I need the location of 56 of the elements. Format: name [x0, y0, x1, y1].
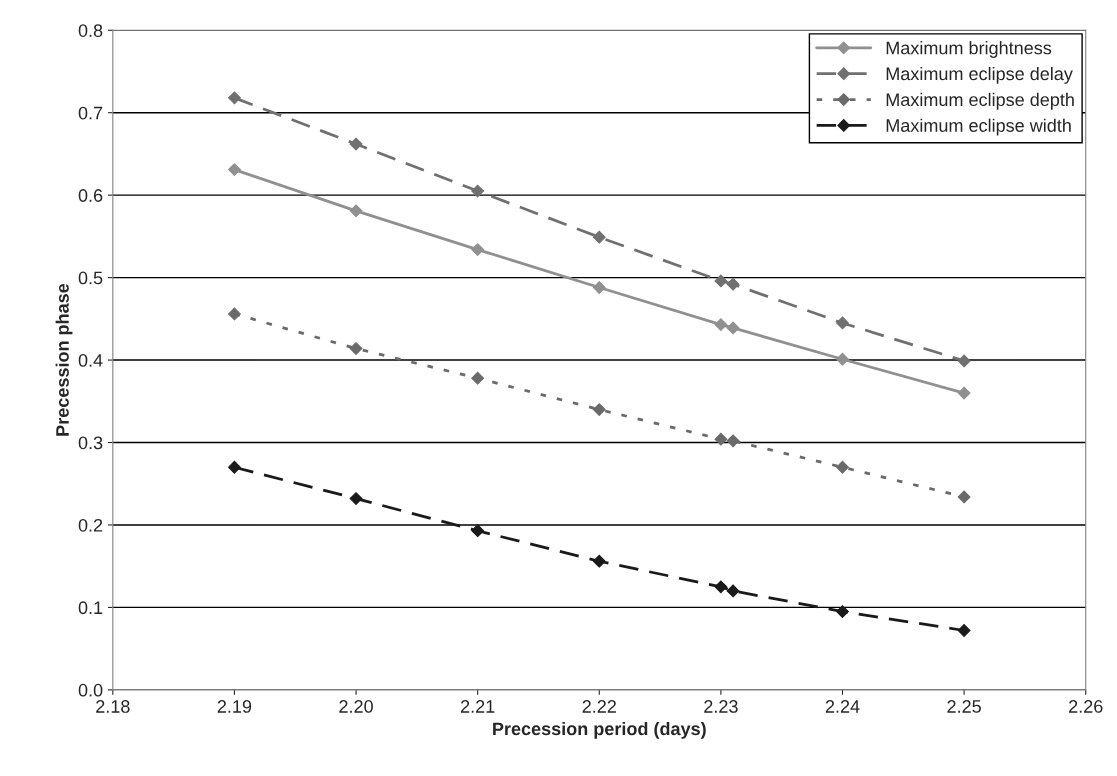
y-tick-label: 0.1 — [78, 601, 103, 615]
point — [726, 277, 740, 291]
point — [726, 434, 740, 448]
point — [592, 403, 606, 416]
point — [836, 605, 849, 618]
point — [714, 318, 728, 332]
y-tick-label: 0.7 — [78, 106, 103, 120]
point — [836, 316, 849, 330]
point — [471, 524, 485, 538]
point — [714, 580, 728, 594]
point — [349, 492, 363, 505]
point — [228, 460, 241, 474]
y-tick-label: 0.8 — [78, 24, 103, 37]
point — [592, 554, 606, 568]
point — [726, 584, 740, 598]
point — [349, 137, 363, 151]
point — [228, 91, 241, 105]
point — [471, 243, 485, 256]
point — [957, 490, 971, 504]
legend-label: Maximum eclipse depth — [886, 92, 1074, 110]
y-tick-label: 0.0 — [78, 683, 103, 697]
x-tick-label: 2.26 — [1069, 700, 1103, 713]
point — [714, 274, 728, 288]
x-tick-label: 2.19 — [217, 700, 252, 713]
point — [349, 342, 363, 355]
point — [957, 624, 971, 637]
point — [349, 204, 363, 218]
point — [471, 371, 485, 385]
x-tick-label: 2.22 — [582, 700, 616, 713]
y-tick-label: 0.6 — [78, 189, 103, 202]
point — [836, 352, 849, 366]
y-tick-label: 0.4 — [78, 354, 103, 367]
legend-label: Maximum brightness — [886, 41, 1052, 58]
y-tick-label: 0.2 — [78, 518, 103, 532]
point — [592, 230, 606, 244]
x-tick-label: 2.24 — [825, 700, 860, 713]
x-tick-label: 2.21 — [461, 700, 495, 713]
x-tick-label: 2.23 — [704, 700, 738, 713]
legend-label: Maximum eclipse width — [886, 118, 1071, 136]
y-tick-label: 0.3 — [78, 436, 103, 450]
point — [228, 163, 241, 177]
legend-label: Maximum eclipse delay — [886, 66, 1073, 84]
y-axis-title: Precession phase — [55, 283, 73, 436]
point — [957, 386, 971, 400]
point — [471, 184, 485, 198]
x-tick-label: 2.25 — [947, 700, 981, 713]
x-tick-label: 2.18 — [96, 700, 130, 713]
x-tick-label: 2.20 — [339, 700, 373, 713]
y-tick-label: 0.5 — [78, 271, 103, 285]
point — [836, 460, 849, 474]
x-axis-title: Precession period (days) — [493, 721, 706, 739]
point — [228, 307, 241, 321]
point — [714, 432, 728, 446]
point — [957, 354, 971, 368]
point — [726, 321, 740, 335]
point — [592, 281, 606, 294]
